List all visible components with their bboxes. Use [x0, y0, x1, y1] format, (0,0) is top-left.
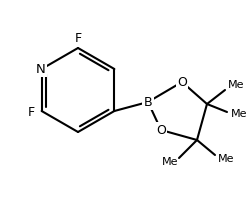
Text: Me: Me: [228, 80, 244, 90]
Text: Me: Me: [231, 109, 247, 119]
Text: O: O: [177, 75, 187, 88]
Text: N: N: [36, 62, 46, 75]
Text: F: F: [74, 31, 82, 44]
Text: O: O: [156, 123, 166, 136]
Text: F: F: [28, 106, 35, 119]
Text: B: B: [144, 95, 152, 108]
Text: Me: Me: [218, 154, 234, 164]
Text: Me: Me: [162, 157, 178, 167]
